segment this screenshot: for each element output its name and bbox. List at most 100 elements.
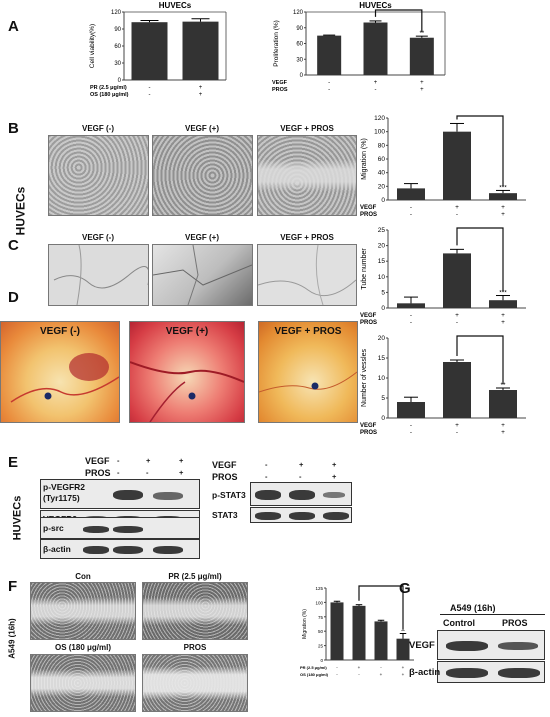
y-tick-label: 50 <box>318 629 324 634</box>
condition-mark: + <box>455 312 459 319</box>
y-tick-label: 0 <box>381 197 385 204</box>
significance-label: *** <box>499 290 507 297</box>
blot-label-p-stat3: p-STAT3 <box>212 490 246 500</box>
bar <box>330 602 344 660</box>
d-photo-vegf-neg: VEGF (-) <box>0 321 120 423</box>
condition-mark: - <box>410 319 412 326</box>
band <box>498 642 538 650</box>
y-tick-label: 25 <box>378 227 386 234</box>
a549-vertical-label: A549 (16h) <box>7 618 17 659</box>
condition-label: PR (2.5 μg/ml) <box>90 85 127 91</box>
band <box>289 512 315 520</box>
condition-mark: + <box>501 211 505 218</box>
panel-label-a: A <box>8 18 19 35</box>
condition-label: PROS <box>360 212 377 218</box>
condition-mark: + <box>455 422 459 429</box>
e-right-mark: + <box>332 460 337 469</box>
bar <box>131 22 168 80</box>
blot-p-src-box: p-src <box>40 517 200 539</box>
condition-mark: - <box>336 665 338 670</box>
condition-mark: - <box>456 211 458 218</box>
f-photo-pr <box>142 582 248 640</box>
chart-title: HUVECs <box>159 1 192 10</box>
g-col-pros: PROS <box>502 618 528 628</box>
bar <box>363 22 388 75</box>
condition-label: OS (180 μg/ml) <box>90 92 129 98</box>
c-photo-vegf-pos <box>152 244 253 306</box>
huvecs-e-label: HUVECs <box>11 495 24 541</box>
bar <box>352 605 366 660</box>
panel-label-c: C <box>8 237 19 254</box>
band <box>113 490 143 500</box>
y-tick-label: 0 <box>320 658 323 663</box>
e-left-vegf-label: VEGF <box>85 456 110 466</box>
c-photo-vegf-neg <box>48 244 150 306</box>
e-right-mark: - <box>265 472 268 481</box>
band <box>153 546 183 554</box>
g-label-vegf: VEGF <box>409 640 435 651</box>
e-right-mark: + <box>332 472 337 481</box>
blot-label-beta-actin: β-actin <box>43 544 71 554</box>
d-photo-vegf-pros: VEGF + PROS <box>258 321 358 423</box>
condition-mark: - <box>410 429 412 436</box>
chart-a-right: HUVECs 0 30 60 90 120 Proliferation (%) ** VEGF -… <box>272 1 446 93</box>
y-tick-label: 15 <box>378 355 386 362</box>
d-header-2: VEGF (+) <box>165 326 209 337</box>
b-photo-vegf-neg <box>48 135 149 216</box>
condition-mark: + <box>199 92 203 98</box>
condition-mark: - <box>410 211 412 218</box>
condition-mark: - <box>375 87 377 93</box>
condition-mark: - <box>328 87 330 93</box>
y-tick-label: 60 <box>296 42 303 48</box>
chart-a-left: HUVECs 0 30 60 90 120 Cell viability(%) PR (2.5… <box>89 1 227 98</box>
condition-mark: + <box>501 312 505 319</box>
significance-bracket <box>358 585 404 630</box>
y-tick-label: 0 <box>300 73 304 79</box>
condition-mark: - <box>456 319 458 326</box>
band <box>323 492 345 498</box>
y-axis-label: Cell viability(%) <box>89 24 96 68</box>
condition-label: PROS <box>360 320 377 326</box>
y-axis-label: Migration (%) <box>302 609 308 639</box>
y-tick-label: 30 <box>296 57 303 63</box>
chart-title: HUVECs <box>359 1 392 10</box>
significance-label: *** <box>499 184 507 191</box>
condition-mark: + <box>455 204 459 211</box>
significance-label: ** <box>500 382 506 389</box>
g-col-control: Control <box>443 618 475 628</box>
chart-f: 0 25 50 75 100 125 Migration (%) ** PR (2.5 μg/m… <box>300 585 414 677</box>
e-right-mark: - <box>299 472 302 481</box>
condition-label: VEGF <box>360 205 377 211</box>
bar <box>317 35 342 75</box>
bar <box>443 253 471 308</box>
significance-bracket <box>456 115 504 187</box>
bar <box>489 193 517 200</box>
condition-label: PROS <box>360 430 377 436</box>
e-left-mark: - <box>146 468 149 477</box>
band <box>289 490 315 500</box>
b-photo-vegf-pos <box>152 135 253 216</box>
condition-mark: - <box>456 429 458 436</box>
bar <box>397 303 425 308</box>
y-tick-label: 120 <box>111 10 122 16</box>
f-photo-pros <box>142 654 248 712</box>
bar <box>397 402 425 418</box>
band <box>255 490 281 500</box>
y-tick-label: 5 <box>381 289 385 296</box>
b-header-3: VEGF + PROS <box>280 124 334 133</box>
y-tick-label: 100 <box>374 129 385 136</box>
bar <box>182 21 219 81</box>
d-header-3: VEGF + PROS <box>274 326 342 337</box>
condition-mark: - <box>410 204 412 211</box>
condition-mark: - <box>149 92 151 98</box>
condition-mark: - <box>380 665 382 670</box>
condition-mark: + <box>358 665 361 670</box>
significance-label: ** <box>419 31 424 37</box>
bar <box>489 390 517 418</box>
significance-bracket <box>374 9 423 33</box>
e-left-mark: - <box>117 456 120 465</box>
band <box>446 641 488 651</box>
y-axis-label: Proliferation (%) <box>273 20 280 67</box>
